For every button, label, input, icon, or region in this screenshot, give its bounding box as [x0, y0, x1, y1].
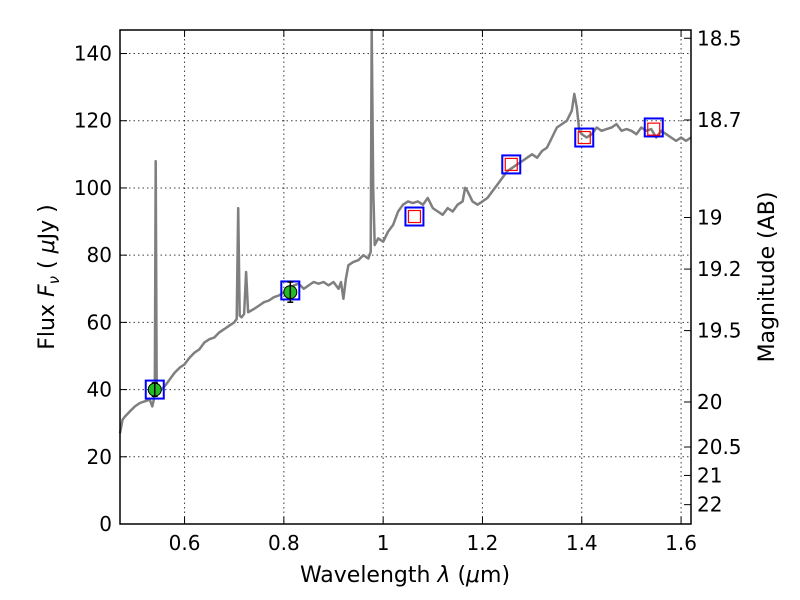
mag-tick-label: 20.5 — [697, 435, 742, 459]
y-tick-label: 60 — [87, 310, 112, 334]
upper-limit-marker — [577, 130, 591, 145]
x-tick-label: 1 — [377, 531, 390, 555]
upper-limit-marker — [504, 157, 518, 172]
mag-tick-label: 21 — [697, 463, 722, 487]
model-flux-box — [144, 379, 165, 400]
y-right-axis-label: Magnitude (AB) — [755, 192, 780, 363]
y-tick-label: 0 — [99, 512, 112, 536]
mag-tick-label: 19 — [697, 206, 722, 230]
plot-frame — [119, 29, 692, 525]
spectrum-line — [118, 28, 692, 434]
ticks-layer — [120, 30, 691, 525]
model-flux-box — [501, 154, 522, 175]
mag-tick-label: 18.7 — [697, 108, 742, 132]
y-tick-label: 140 — [74, 42, 112, 66]
x-tick-label: 0.8 — [268, 531, 300, 555]
tick-labels: 0.6 0.8 1 1.2 1.4 1.6 0 20 40 60 80 100 120 140 18.5 18… — [74, 26, 742, 555]
model-flux-box — [404, 206, 425, 227]
mag-tick-label: 19.2 — [697, 257, 742, 281]
y-tick-label: 120 — [74, 109, 112, 133]
y-tick-label: 20 — [87, 445, 112, 469]
y-axis-label: Flux Fν ( μJy ) — [35, 204, 63, 349]
mag-tick-label: 19.5 — [697, 319, 742, 343]
x-tick-label: 1.2 — [467, 531, 499, 555]
mag-tick-label: 20 — [697, 390, 722, 414]
mag-tick-label: 22 — [697, 493, 722, 517]
x-axis-label: Wavelength λ (μm) — [300, 563, 510, 588]
spectrum-layer — [118, 28, 692, 434]
upper-limit-marker — [647, 122, 661, 136]
x-tick-label: 1.4 — [566, 531, 598, 555]
x-tick-label: 1.6 — [665, 531, 697, 555]
y-tick-label: 100 — [74, 176, 112, 200]
mag-tick-label: 18.5 — [697, 26, 742, 50]
y-tick-label: 80 — [87, 243, 112, 267]
model-flux-box — [643, 117, 664, 138]
upper-limit-marker — [407, 209, 422, 224]
markers-layer — [144, 117, 664, 400]
x-tick-label: 0.6 — [169, 531, 201, 555]
plot-background — [120, 30, 691, 524]
y-tick-label: 40 — [87, 378, 112, 402]
model-flux-box — [574, 127, 595, 148]
